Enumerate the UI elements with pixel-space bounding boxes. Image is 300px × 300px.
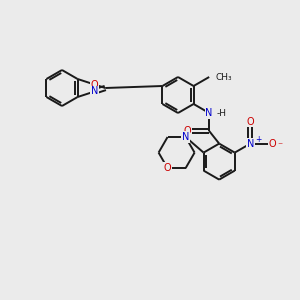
Text: +: + [255, 135, 262, 144]
Text: N: N [182, 132, 189, 142]
Text: O: O [183, 126, 191, 136]
Text: CH₃: CH₃ [215, 73, 232, 82]
Text: O: O [268, 139, 276, 148]
Text: O: O [164, 163, 171, 173]
Text: ⁻: ⁻ [278, 142, 283, 152]
Text: -H: -H [216, 109, 226, 118]
Text: N: N [206, 108, 213, 118]
Text: O: O [247, 117, 254, 127]
Text: O: O [91, 80, 98, 90]
Text: N: N [247, 139, 254, 148]
Text: N: N [91, 86, 98, 96]
